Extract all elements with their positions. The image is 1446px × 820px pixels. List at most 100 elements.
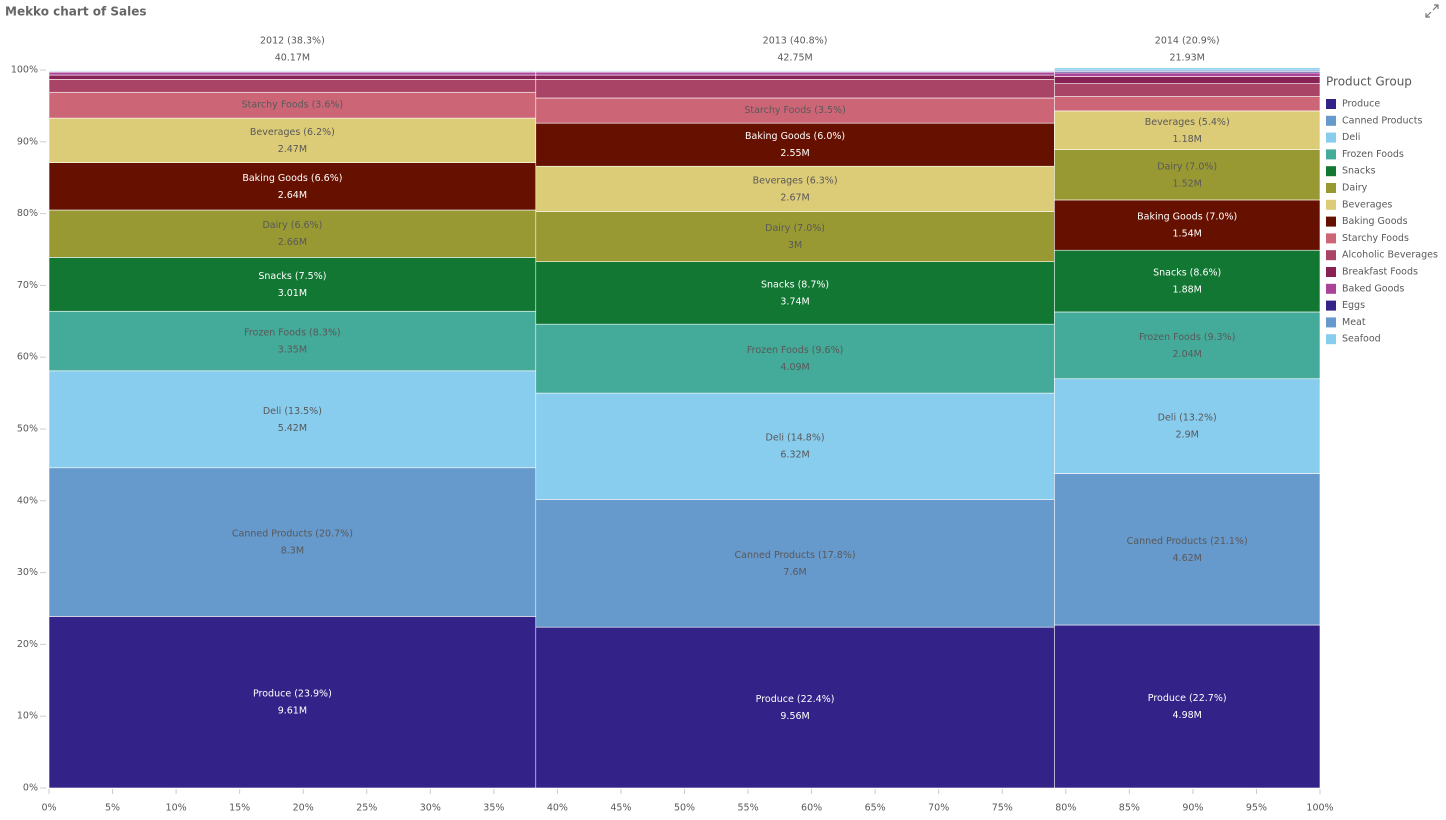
legend-label: Snacks [1342, 166, 1376, 177]
column-label: 2012 (38.3%) [260, 36, 325, 47]
y-tick-label: 80% [17, 208, 38, 219]
legend-label: Eggs [1342, 300, 1365, 311]
segment [535, 71, 1055, 76]
x-tick-label: 20% [293, 803, 314, 814]
y-tick-label: 60% [17, 352, 38, 363]
legend-swatch [1326, 115, 1336, 126]
segment [48, 257, 537, 312]
legend-label: Breakfast Foods [1342, 267, 1418, 278]
segment-label: Deli (13.2%) [1158, 413, 1217, 424]
legend-label: Seafood [1342, 334, 1381, 345]
segment-sales: 4.98M [1173, 710, 1202, 721]
segment-label: Baking Goods (6.0%) [745, 131, 845, 142]
segment [48, 209, 537, 258]
segment-sales: 2.55M [780, 148, 809, 159]
segment [48, 69, 537, 72]
segment-sales: 1.52M [1173, 178, 1202, 189]
segment [48, 79, 537, 93]
segment [535, 97, 1055, 124]
segment-label: Beverages (5.4%) [1145, 117, 1230, 128]
segment [535, 323, 1055, 394]
expand-icon[interactable] [1425, 4, 1439, 18]
segment [535, 499, 1055, 628]
segment-label: Produce (22.4%) [756, 694, 835, 705]
segment [48, 162, 537, 211]
x-tick-label: 70% [928, 803, 949, 814]
segment-label: Frozen Foods (8.3%) [244, 328, 340, 339]
segment [535, 211, 1055, 263]
segment [1054, 96, 1321, 112]
legend-swatch [1326, 166, 1336, 177]
legend-swatch [1326, 132, 1336, 143]
y-tick-label: 40% [17, 495, 38, 506]
segment-label: Baking Goods (6.6%) [242, 173, 342, 184]
segment-label: Deli (14.8%) [766, 433, 825, 444]
x-tick-label: 85% [1119, 803, 1140, 814]
legend-label: Beverages [1342, 199, 1392, 210]
legend-label: Starchy Foods [1342, 233, 1409, 244]
legend-swatch [1326, 283, 1336, 294]
x-tick-label: 10% [166, 803, 187, 814]
segment-label: Dairy (7.0%) [765, 223, 825, 234]
y-tick-label: 50% [17, 424, 38, 435]
segment-label: Canned Products (21.1%) [1127, 536, 1248, 547]
y-tick-label: 90% [17, 136, 38, 147]
segment-sales: 3.01M [278, 288, 307, 299]
segment-sales: 1.18M [1173, 134, 1202, 145]
segment-label: Canned Products (17.8%) [735, 550, 856, 561]
segment-label: Baking Goods (7.0%) [1137, 212, 1237, 223]
legend-swatch [1326, 183, 1336, 193]
segment-sales: 2.66M [278, 237, 307, 248]
segment [1054, 76, 1321, 84]
x-tick-label: 5% [105, 803, 120, 814]
segment-sales: 3.74M [780, 296, 809, 307]
segment [535, 122, 1055, 167]
x-tick-label: 75% [992, 803, 1013, 814]
legend-label: Canned Products [1342, 115, 1422, 126]
segment-sales: 2.47M [278, 144, 307, 155]
x-tick-label: 45% [610, 803, 631, 814]
segment-sales: 6.32M [780, 450, 809, 461]
segment-sales: 4.09M [780, 362, 809, 373]
legend-swatch [1326, 267, 1336, 277]
segment-sales: 7.6M [783, 567, 806, 578]
segment-sales: 2.9M [1176, 430, 1199, 441]
segment-label: Snacks (8.6%) [1153, 268, 1221, 279]
legend-label: Baking Goods [1342, 216, 1408, 227]
x-tick-label: 50% [674, 803, 695, 814]
segment [1054, 199, 1321, 251]
expand-glyph[interactable] [1425, 4, 1439, 18]
segment-label: Snacks (8.7%) [761, 279, 829, 290]
x-tick-label: 25% [356, 803, 377, 814]
x-tick-label: 55% [737, 803, 758, 814]
chart-title: Mekko chart of Sales [5, 5, 147, 19]
legend-swatch [1326, 199, 1336, 210]
legend-label: Alcoholic Beverages [1342, 250, 1438, 261]
segment [1054, 311, 1321, 380]
column-total: 42.75M [777, 53, 812, 64]
segment [535, 74, 1055, 80]
segment [535, 392, 1055, 500]
legend-label: Dairy [1342, 183, 1368, 194]
segment [1054, 624, 1321, 789]
segment [48, 616, 537, 789]
x-tick-label: 65% [865, 803, 886, 814]
x-tick-label: 30% [420, 803, 441, 814]
segment [535, 626, 1055, 789]
x-tick-label: 100% [1306, 803, 1333, 814]
x-tick-label: 60% [801, 803, 822, 814]
legend-swatch [1326, 334, 1336, 345]
x-tick-label: 0% [41, 803, 56, 814]
segment-sales: 2.04M [1173, 349, 1202, 360]
segment-label: Produce (22.7%) [1148, 693, 1227, 704]
legend-label: Baked Goods [1342, 283, 1404, 294]
segment [535, 79, 1055, 99]
segment-sales: 1.88M [1173, 285, 1202, 296]
segment-label: Beverages (6.2%) [250, 127, 335, 138]
segment [535, 69, 1055, 72]
segment-sales: 8.3M [281, 546, 304, 557]
segment-label: Beverages (6.3%) [753, 175, 838, 186]
segment-label: Dairy (7.0%) [1157, 161, 1217, 172]
y-tick-label: 20% [17, 639, 38, 650]
